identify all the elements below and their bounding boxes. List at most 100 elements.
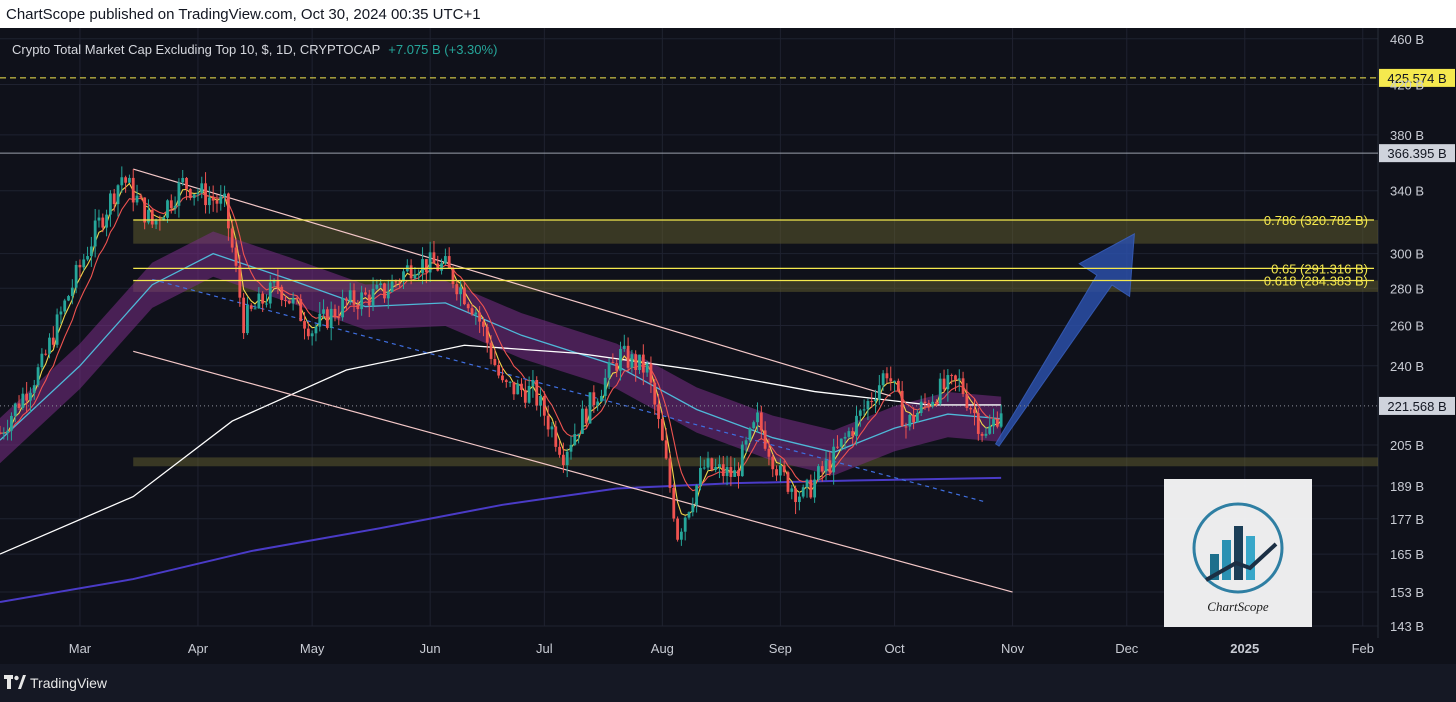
candle-body (150, 209, 154, 225)
candle-body (737, 470, 740, 477)
y-tick-label: 153 B (1390, 585, 1424, 600)
candle-body (824, 460, 828, 472)
candle-body (82, 259, 86, 268)
y-tick-label: 380 B (1390, 128, 1424, 143)
candle-body (63, 300, 67, 312)
candle-body (535, 379, 539, 406)
x-tick-label: May (300, 641, 325, 656)
candle-body (809, 479, 813, 498)
fib-zone (133, 219, 1378, 244)
candle-body (356, 304, 360, 310)
candle-body (93, 220, 97, 247)
candle-body (97, 217, 101, 221)
y-tick-label: 340 B (1390, 184, 1424, 199)
candle-body (935, 401, 938, 404)
candle-body (428, 252, 432, 273)
candle-body (805, 479, 809, 488)
footer-bar: TradingView (0, 664, 1456, 702)
candle-body (329, 308, 333, 328)
candle-body (215, 200, 219, 204)
candle-body (942, 378, 946, 390)
candle-body (325, 309, 329, 328)
y-tick-label: 260 B (1390, 319, 1424, 334)
candle-body (725, 467, 729, 477)
x-axis: Mar Apr May Jun Jul Aug Sep Oct Nov Dec 2025 Feb (69, 641, 1374, 656)
candle-body (790, 488, 794, 492)
fib-zones (133, 219, 1378, 467)
candle-body (858, 410, 862, 416)
candle-body (756, 412, 759, 423)
candle-body (584, 408, 588, 424)
candle-body (839, 438, 843, 447)
candle-body (147, 209, 150, 223)
candle-body (539, 395, 542, 406)
candle-body (139, 195, 143, 198)
candle-body (154, 219, 158, 225)
candle-body (192, 194, 196, 198)
price-chart[interactable]: 425.574 B 366.395 B 221.568 B 0.786 (320.7… (0, 28, 1456, 664)
candle-body (367, 294, 371, 306)
candle-body (116, 185, 120, 205)
candle-body (733, 470, 737, 477)
candle-body (74, 264, 78, 288)
x-tick-label: 2025 (1230, 641, 1259, 656)
candle-body (938, 378, 942, 404)
candle-body (908, 414, 912, 427)
trend-lines (133, 168, 1013, 593)
candle-body (394, 281, 398, 283)
y-tick-label: 420 B (1390, 78, 1424, 93)
x-tick-label: Nov (1001, 641, 1025, 656)
candle-body (413, 274, 417, 279)
candle-body (360, 292, 364, 310)
candle-body (603, 377, 607, 396)
candle-body (782, 465, 786, 473)
x-tick-label: Dec (1115, 641, 1139, 656)
candle-body (124, 177, 128, 183)
candle-body (169, 200, 173, 209)
candle-body (653, 382, 657, 405)
candle-body (699, 467, 702, 486)
candle-body (904, 426, 908, 428)
y-tick-label: 205 B (1390, 438, 1424, 453)
candle-body (520, 383, 523, 390)
candle-body (995, 419, 999, 427)
candle-body (927, 403, 931, 407)
candle-body (550, 426, 554, 430)
x-tick-label: Apr (188, 641, 209, 656)
candle-body (950, 375, 954, 377)
publish-info: ChartScope published on TradingView.com,… (6, 6, 481, 23)
y-tick-label: 177 B (1390, 512, 1424, 527)
level-label: 221.568 B (1387, 399, 1446, 414)
candle-body (801, 487, 805, 497)
candle-body (954, 375, 957, 380)
candle-body (421, 259, 424, 274)
candle-body (497, 364, 501, 376)
candle-body (992, 419, 995, 427)
candle-body (78, 264, 82, 268)
fib-zone (133, 280, 1378, 292)
candle-body (626, 345, 630, 368)
candle-body (310, 333, 314, 337)
candle-body (912, 414, 915, 423)
tradingview-logo-icon (4, 675, 26, 689)
candle-body (969, 408, 973, 410)
x-tick-label: Oct (884, 641, 905, 656)
arrow-up-icon (994, 233, 1135, 447)
candle-body (759, 412, 763, 431)
candle-body (131, 177, 135, 203)
candle-body (885, 373, 889, 379)
fib-label: 0.65 (291.316 B) (1271, 261, 1368, 276)
candle-body (706, 458, 710, 468)
candle-body (287, 300, 291, 304)
candle-body (226, 193, 230, 229)
candle-body (280, 286, 284, 301)
candle-body (611, 362, 615, 364)
candle-body (70, 287, 74, 297)
candle-body (482, 321, 485, 327)
candle-body (13, 403, 17, 416)
candle-body (874, 399, 877, 402)
candle-body (44, 353, 48, 355)
candle-body (931, 401, 935, 407)
candle-body (485, 326, 489, 343)
ma-line-blue (0, 476, 1002, 603)
